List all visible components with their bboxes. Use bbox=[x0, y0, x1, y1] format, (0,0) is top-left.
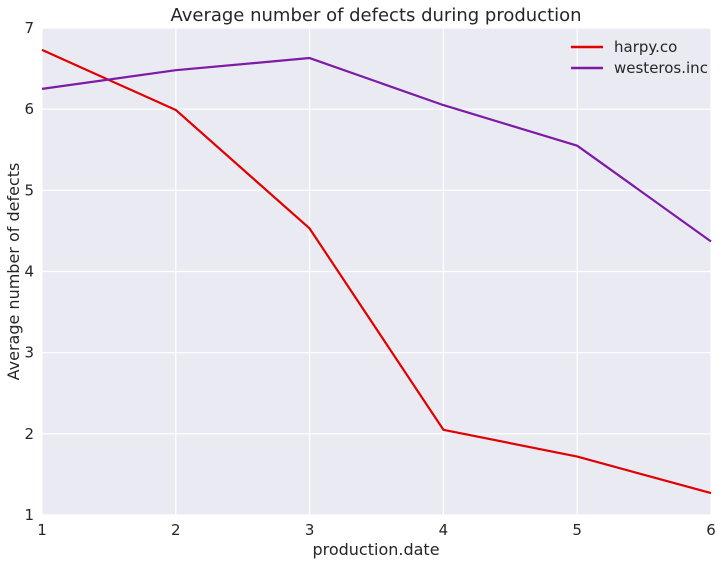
x-tick-label: 2 bbox=[171, 521, 181, 539]
series-lines bbox=[41, 48, 712, 495]
x-tick-label: 5 bbox=[572, 521, 582, 539]
x-tick-label: 3 bbox=[305, 521, 315, 539]
grid bbox=[41, 27, 712, 516]
x-tick-label: 4 bbox=[439, 521, 449, 539]
y-tick-label: 5 bbox=[24, 181, 34, 199]
x-tick-label: 6 bbox=[706, 521, 716, 539]
tick-labels: 1 2 3 4 5 6 1 2 3 4 5 6 7 bbox=[24, 19, 715, 539]
x-axis-label: production.date bbox=[312, 540, 439, 559]
series-line-westeros bbox=[41, 56, 712, 243]
legend-label-harpy: harpy.co bbox=[614, 38, 677, 56]
y-tick-label: 7 bbox=[24, 19, 34, 37]
y-tick-label: 2 bbox=[24, 425, 34, 443]
x-tick-label: 1 bbox=[37, 521, 47, 539]
y-tick-label: 6 bbox=[24, 100, 34, 118]
legend-label-westeros: westeros.inc bbox=[614, 59, 708, 77]
y-tick-label: 3 bbox=[24, 344, 34, 362]
y-axis-label: Average number of defects bbox=[4, 163, 23, 381]
legend: harpy.co westeros.inc bbox=[571, 38, 708, 77]
y-tick-label: 4 bbox=[24, 263, 34, 281]
y-tick-label: 1 bbox=[24, 506, 34, 524]
series-line-harpy bbox=[41, 48, 712, 495]
chart-title: Average number of defects during product… bbox=[170, 5, 581, 26]
